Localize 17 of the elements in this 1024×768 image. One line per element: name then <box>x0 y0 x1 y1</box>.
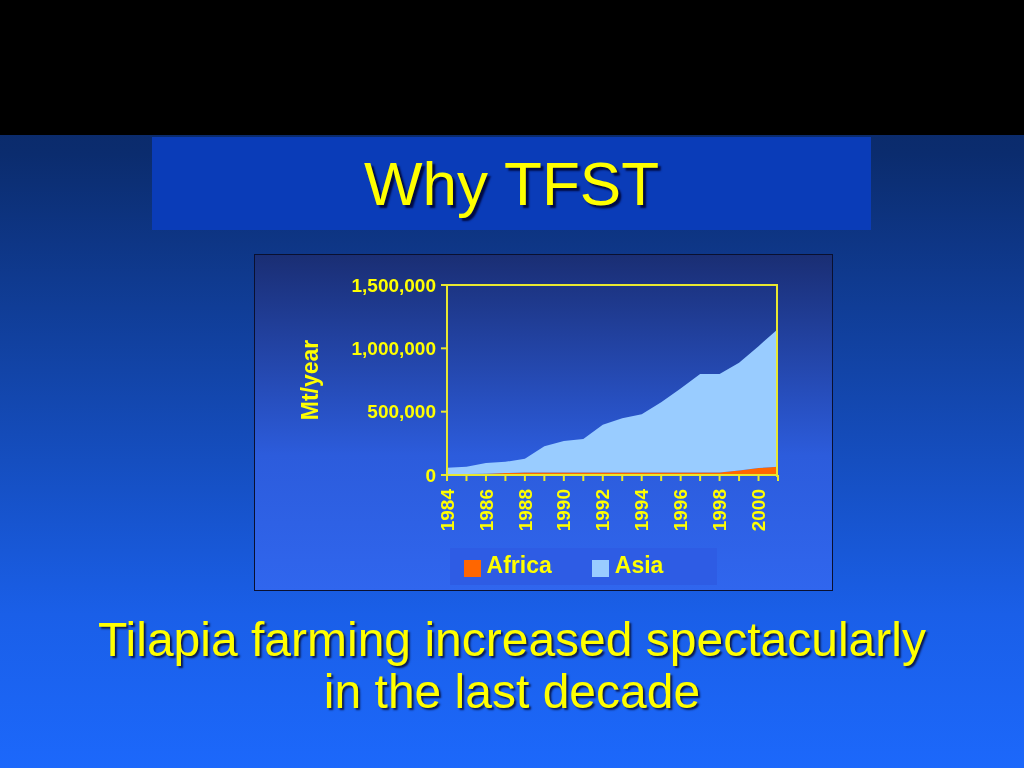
y-axis-title: Mt/year <box>297 339 324 421</box>
y-tick-label: 0 <box>425 464 436 486</box>
legend-label: Asia <box>614 552 664 578</box>
legend-label: Africa <box>486 552 552 578</box>
x-tick-label: 1992 <box>592 489 614 532</box>
x-tick-label: 1984 <box>436 488 458 532</box>
y-tick-label: 1,500,000 <box>351 274 436 296</box>
text: Tilapia farming increased spectacularly in the last decade <box>97 613 927 718</box>
x-tick-label: 1990 <box>553 489 575 532</box>
x-tick-label: 2000 <box>748 489 770 532</box>
x-tick-label: 1986 <box>475 489 497 532</box>
x-tick-label: 1988 <box>514 489 536 532</box>
y-tick-label: 1,000,000 <box>351 338 436 360</box>
y-tick-label: 500,000 <box>367 401 436 423</box>
x-tick-label: 1998 <box>709 489 731 532</box>
x-tick-label: 1996 <box>670 489 692 532</box>
x-tick-label: 1994 <box>631 488 653 532</box>
